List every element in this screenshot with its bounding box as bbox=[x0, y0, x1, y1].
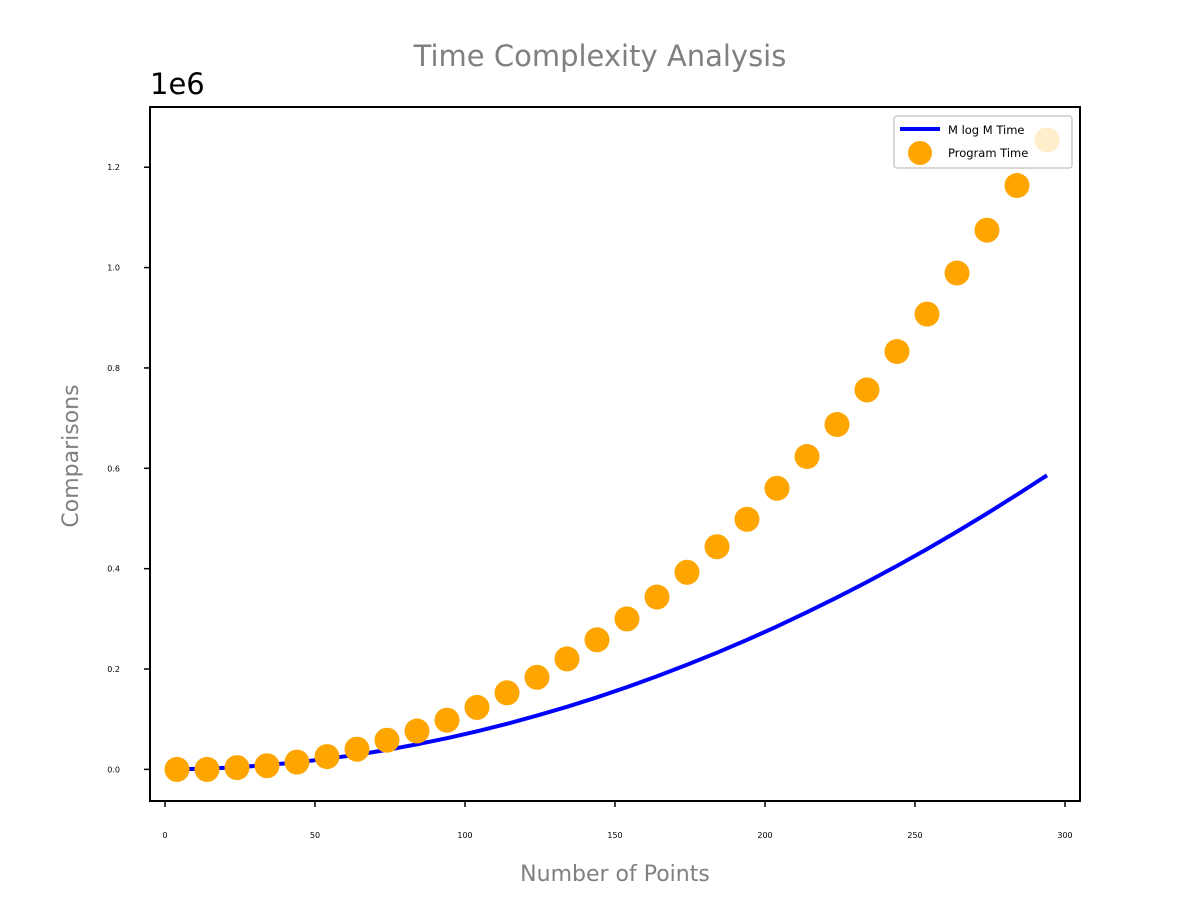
y-axis-ticks: 0.0 0.2 0.4 0.6 0.8 1.0 1.2 bbox=[107, 163, 150, 774]
y-tick-label: 1.0 bbox=[107, 264, 120, 273]
legend: M log M Time Program Time bbox=[893, 115, 1073, 169]
scatter-point bbox=[974, 217, 1000, 243]
x-tick-label: 300 bbox=[1057, 831, 1072, 840]
scatter-point bbox=[884, 339, 910, 364]
y-tick-label: 0.2 bbox=[107, 665, 120, 674]
scatter-point bbox=[494, 680, 520, 706]
x-tick-label: 50 bbox=[310, 831, 320, 840]
scatter-point bbox=[674, 559, 700, 585]
scatter-point bbox=[854, 377, 880, 403]
x-tick-label: 250 bbox=[907, 831, 922, 840]
scatter-point bbox=[1004, 173, 1030, 198]
scatter-point bbox=[284, 749, 310, 775]
y-tick-label: 0.8 bbox=[107, 364, 120, 373]
scatter-point bbox=[344, 736, 370, 762]
scatter-point bbox=[764, 475, 790, 501]
scatter-point bbox=[464, 694, 490, 720]
chart-title: Time Complexity Analysis bbox=[413, 39, 787, 73]
series-line-mlogm bbox=[176, 473, 1049, 772]
x-tick-label: 150 bbox=[607, 831, 622, 840]
scatter-point bbox=[644, 584, 670, 610]
scatter-point bbox=[554, 646, 580, 672]
plot-frame bbox=[149, 106, 1081, 802]
scatter-point bbox=[944, 260, 970, 286]
y-axis-offset-label: 1e6 bbox=[150, 67, 205, 101]
scatter-point bbox=[404, 718, 430, 744]
scatter-point bbox=[524, 664, 550, 690]
y-axis-label: Comparisons bbox=[59, 384, 84, 527]
y-tick-label: 0.6 bbox=[107, 464, 120, 473]
scatter-point bbox=[914, 301, 940, 327]
y-tick-label: 0.0 bbox=[107, 765, 120, 774]
scatter-point bbox=[434, 707, 460, 733]
scatter-point bbox=[164, 756, 190, 782]
scatter-point bbox=[794, 444, 820, 469]
scatter-point bbox=[194, 756, 220, 782]
x-tick-label: 0 bbox=[162, 831, 167, 840]
scatter-point bbox=[254, 753, 280, 779]
scatter-point bbox=[584, 627, 610, 653]
y-tick-label: 0.4 bbox=[107, 565, 120, 574]
y-tick-label: 1.2 bbox=[107, 163, 120, 172]
x-axis-ticks: 0 50 100 150 200 250 300 bbox=[162, 801, 1073, 840]
scatter-point bbox=[224, 755, 250, 781]
x-axis-label: Number of Points bbox=[520, 862, 710, 887]
scatter-point bbox=[314, 744, 340, 770]
x-tick-label: 100 bbox=[457, 831, 472, 840]
plot-area bbox=[164, 127, 1060, 782]
x-tick-label: 200 bbox=[757, 831, 772, 840]
legend-label-line: M log M Time bbox=[948, 123, 1025, 137]
scatter-point bbox=[614, 606, 640, 632]
scatter-point bbox=[824, 412, 850, 437]
legend-marker-swatch bbox=[908, 141, 932, 165]
scatter-point bbox=[704, 534, 730, 560]
scatter-point bbox=[374, 727, 400, 753]
legend-label-scatter: Program Time bbox=[948, 146, 1028, 160]
scatter-point bbox=[734, 506, 760, 532]
